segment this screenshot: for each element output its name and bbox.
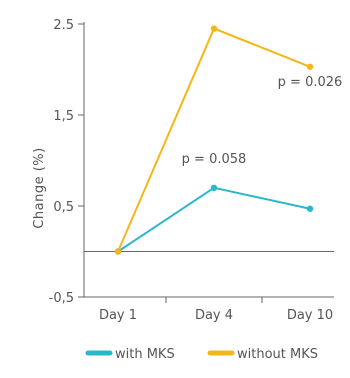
x-tick-label: Day 4 [195,308,233,323]
x-tick-label: Day 1 [99,308,137,323]
y-tick-label: 1,5 [53,109,74,124]
y-tick-label: 0,5 [53,200,74,215]
series-line-with-mks [117,186,311,253]
p-value-annotation: p = 0.026 [278,75,343,90]
p-value-annotation: p = 0.058 [182,152,247,167]
legend-label: with MKS [115,347,175,362]
data-point-with-mks [210,184,218,191]
series-line-without-mks [117,27,311,252]
data-point-without-mks [210,25,218,32]
legend: with MKS without MKS [85,347,318,362]
y-ticks: -0,5 0,5 1,5 2.5 [49,18,84,306]
axes [83,22,334,298]
series-layer [114,25,314,255]
x-ticks: Day 1 Day 4 Day 10 [99,297,333,323]
y-tick-label: 2.5 [53,18,74,33]
data-point-without-mks [306,63,314,70]
legend-label: without MKS [237,347,318,362]
y-axis-label: Change (%) [32,147,47,228]
annotation-layer: p = 0.058 p = 0.026 [182,75,343,167]
data-point-with-mks [306,205,314,212]
x-tick-label: Day 10 [287,308,333,323]
y-tick-label: -0,5 [49,291,74,306]
data-point-without-mks [114,248,122,255]
